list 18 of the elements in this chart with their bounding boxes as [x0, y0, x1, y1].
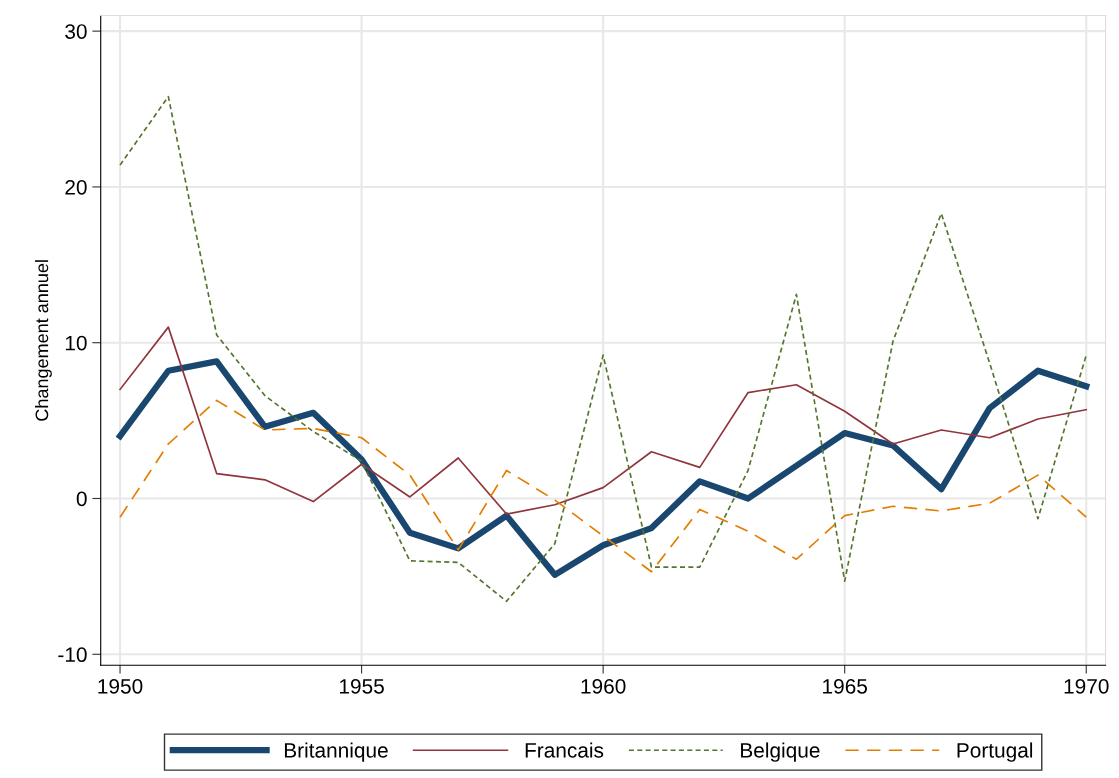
legend-label: Portugal — [957, 742, 1033, 762]
y-tick-label: -10 — [58, 647, 87, 663]
x-tick-label: 1955 — [340, 678, 384, 694]
x-tick-label: 1950 — [98, 678, 143, 694]
x-tick-label: 1960 — [581, 678, 626, 694]
legend-label: Francais — [525, 742, 604, 758]
y-tick-label: 0 — [76, 491, 87, 507]
y-tick-label: 10 — [65, 335, 87, 351]
y-tick-label: 20 — [65, 179, 87, 195]
line-series — [119, 95, 1088, 603]
x-tick-label: 1970 — [1064, 678, 1109, 694]
legend-label: Britannique — [284, 742, 388, 762]
y-axis-title: Changement annuel — [35, 260, 52, 421]
line-series — [119, 399, 1088, 573]
x-tick-label: 1965 — [823, 678, 867, 694]
y-tick-label: 30 — [65, 24, 87, 39]
line-series — [119, 326, 1088, 515]
legend-label: Belgique — [741, 742, 820, 762]
